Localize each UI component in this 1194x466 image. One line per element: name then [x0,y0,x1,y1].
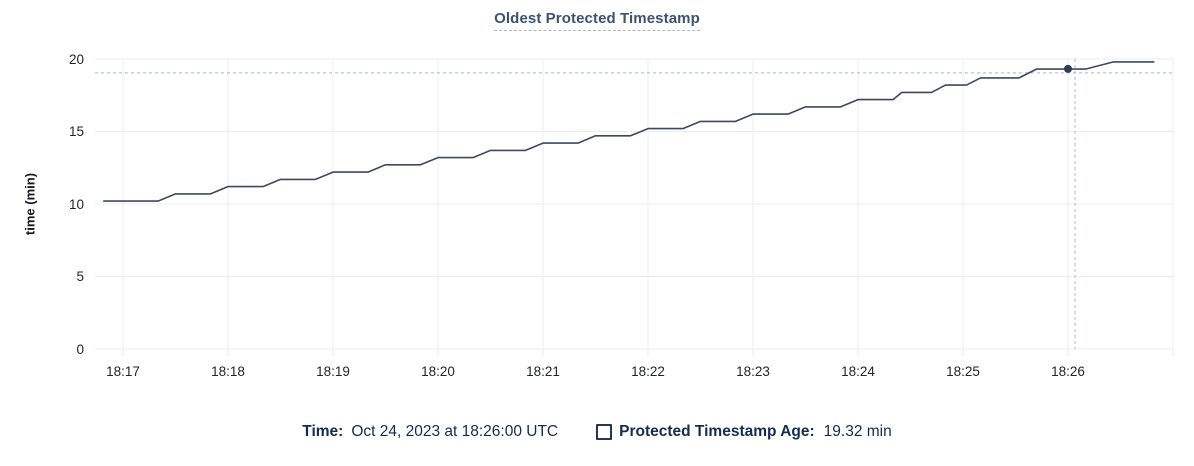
legend: Time: Oct 24, 2023 at 18:26:00 UTC Prote… [0,420,1194,444]
hover-time-label: Time: [302,423,344,440]
x-tick-label: 18:19 [316,364,350,379]
y-tick-label: 5 [76,269,84,284]
x-tick-label: 18:22 [631,364,665,379]
chart-title[interactable]: Oldest Protected Timestamp [494,10,700,31]
x-tick-label: 18:23 [736,364,770,379]
hover-data-point [1064,64,1072,73]
series-line-protected-timestamp-age [103,61,1155,202]
y-tick-label: 20 [68,51,84,67]
y-axis-label: time (min) [22,172,38,236]
x-tick-label: 18:24 [841,364,875,379]
series-label: Protected Timestamp Age: [619,423,815,440]
x-tick-label: 18:18 [211,364,245,379]
y-tick-label: 10 [68,196,84,212]
x-tick-label: 18:21 [526,364,560,379]
y-tick-label: 0 [76,341,84,357]
series-value: 19.32 min [823,423,892,440]
x-tick-label: 18:17 [106,364,140,379]
chart-plot-area[interactable] [0,0,1194,410]
series-swatch-icon [596,424,613,440]
x-tick-label: 18:26 [1051,364,1085,379]
legend-item-protected-timestamp-age[interactable]: Protected Timestamp Age: 19.32 min [596,421,892,443]
x-tick-label: 18:20 [421,364,455,379]
hover-time-value: Oct 24, 2023 at 18:26:00 UTC [351,423,559,440]
y-tick-label: 15 [68,124,84,139]
x-tick-label: 18:25 [946,364,980,379]
chart-header: Oldest Protected Timestamp [0,10,1194,31]
